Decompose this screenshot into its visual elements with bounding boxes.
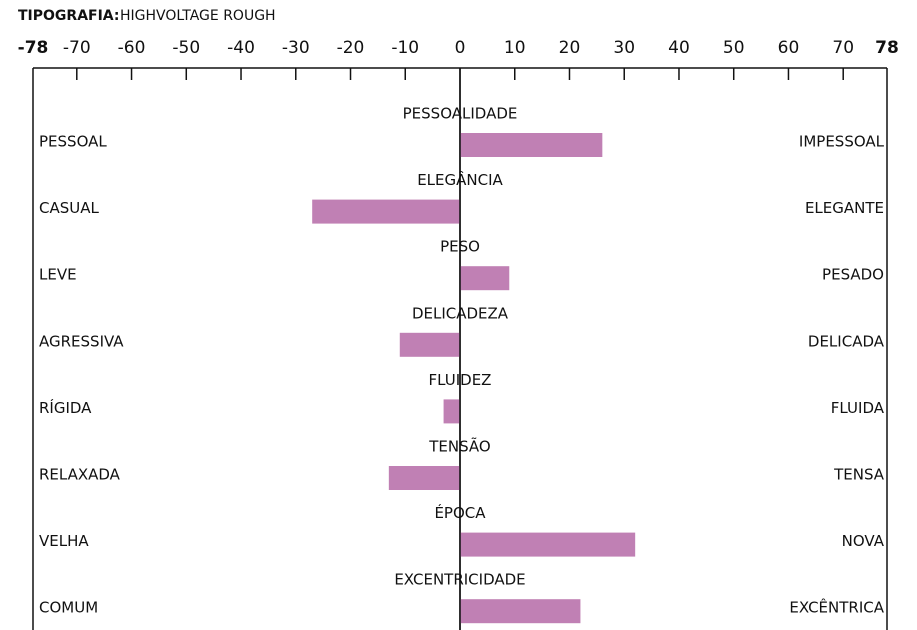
right-label: IMPESSOAL bbox=[799, 133, 885, 151]
left-label: PESSOAL bbox=[39, 133, 107, 151]
right-label: PESADO bbox=[822, 266, 884, 284]
x-tick-label: 78 bbox=[875, 38, 899, 58]
x-tick-label: -40 bbox=[227, 38, 255, 58]
x-tick-label: -50 bbox=[172, 38, 200, 58]
right-label: DELICADA bbox=[808, 332, 885, 350]
bar bbox=[460, 532, 636, 557]
x-tick-label: 0 bbox=[455, 38, 466, 58]
bar bbox=[460, 599, 581, 624]
chart-subtitle: HIGHVOLTAGE ROUGH bbox=[120, 8, 276, 24]
bar bbox=[388, 466, 460, 490]
left-label: COMUM bbox=[39, 599, 98, 617]
right-label: FLUIDA bbox=[831, 399, 885, 417]
x-tick-label: 60 bbox=[778, 38, 800, 58]
x-tick-label: 10 bbox=[504, 38, 526, 58]
x-tick-label: -30 bbox=[282, 38, 310, 58]
right-label: NOVA bbox=[842, 532, 885, 550]
left-label: AGRESSIVA bbox=[39, 332, 124, 350]
x-tick-label: 20 bbox=[559, 38, 581, 58]
right-label: EXCÊNTRICA bbox=[789, 598, 884, 617]
left-label: LEVE bbox=[39, 266, 77, 284]
x-tick-label: -20 bbox=[337, 38, 365, 58]
bar bbox=[399, 332, 460, 357]
bar bbox=[460, 133, 603, 157]
right-label: TENSA bbox=[833, 466, 885, 484]
chart-title: TIPOGRAFIA: bbox=[18, 8, 120, 24]
left-label: RÍGIDA bbox=[39, 398, 92, 417]
bar bbox=[443, 399, 460, 424]
bar bbox=[312, 199, 460, 224]
x-tick-label: -60 bbox=[118, 38, 146, 58]
x-tick-label: 50 bbox=[723, 38, 745, 58]
left-label: RELAXADA bbox=[39, 466, 121, 484]
x-tick-label: -70 bbox=[63, 38, 91, 58]
x-tick-label: 40 bbox=[668, 38, 690, 58]
bar bbox=[460, 266, 510, 291]
x-tick-label: 70 bbox=[832, 38, 854, 58]
x-tick-label: -10 bbox=[391, 38, 419, 58]
x-tick-label: 30 bbox=[613, 38, 635, 58]
x-tick-label: -78 bbox=[18, 38, 49, 58]
left-label: VELHA bbox=[39, 532, 89, 550]
right-label: ELEGANTE bbox=[805, 199, 884, 217]
left-label: CASUAL bbox=[39, 199, 99, 217]
